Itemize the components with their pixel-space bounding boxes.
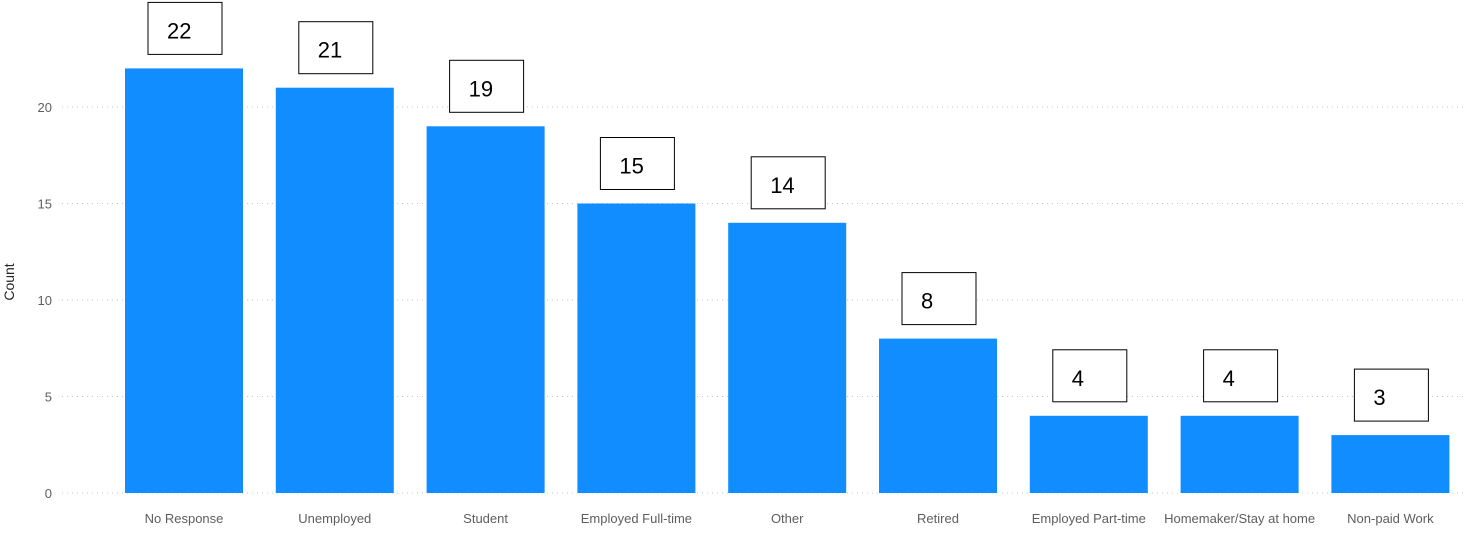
bar[interactable]: [577, 203, 696, 494]
bar[interactable]: [879, 338, 997, 493]
x-tick-label: Employed Part-time: [1032, 511, 1146, 526]
data-label: 19: [469, 76, 493, 101]
bar[interactable]: [1331, 435, 1450, 493]
x-tick-label: Employed Full-time: [581, 511, 692, 526]
y-axis-label: Count: [1, 263, 17, 300]
bar[interactable]: [728, 222, 847, 494]
data-label-box: 14: [750, 156, 826, 210]
data-labels: 22 21 19 15 14 8 4 4 3: [147, 1, 1429, 422]
data-label-frame: [1353, 368, 1429, 422]
data-label-box: 3: [1353, 368, 1429, 422]
x-axis-ticks: No Response Unemployed Student Employed Ful…: [145, 511, 1435, 526]
bar[interactable]: [1029, 415, 1148, 493]
data-label: 15: [619, 154, 643, 179]
data-label-box: 21: [298, 21, 374, 75]
y-tick-label: 15: [38, 197, 52, 212]
data-label: 8: [921, 289, 933, 314]
x-tick-label: Non-paid Work: [1347, 511, 1434, 526]
x-tick-label: Student: [463, 511, 508, 526]
x-tick-label: Other: [771, 511, 804, 526]
data-label-box: 22: [147, 1, 223, 55]
data-label-frame: [449, 59, 525, 113]
bar[interactable]: [125, 68, 243, 494]
data-label-frame: [1203, 349, 1279, 403]
data-label-box: 4: [1052, 349, 1128, 403]
data-label-box: 8: [901, 272, 977, 326]
data-label: 21: [318, 38, 342, 63]
data-label: 4: [1223, 366, 1235, 391]
x-tick-label: No Response: [145, 511, 224, 526]
y-tick-label: 20: [38, 100, 52, 115]
data-label-frame: [750, 156, 826, 210]
data-label-box: 4: [1203, 349, 1279, 403]
data-label: 14: [770, 173, 794, 198]
y-tick-label: 0: [45, 486, 52, 501]
bar[interactable]: [275, 87, 394, 493]
y-axis-ticks: 0 5 10 15 20: [38, 100, 52, 501]
data-label-frame: [901, 272, 977, 326]
data-label-frame: [147, 1, 223, 55]
x-tick-label: Unemployed: [298, 511, 371, 526]
data-label-frame: [298, 21, 374, 75]
data-label-box: 15: [599, 137, 675, 190]
bar[interactable]: [1180, 415, 1299, 493]
data-label: 3: [1373, 385, 1385, 410]
bars: [125, 68, 1450, 494]
x-tick-label: Homemaker/Stay at home: [1164, 511, 1315, 526]
data-label-frame: [1052, 349, 1128, 403]
data-label: 22: [167, 18, 191, 43]
x-tick-label: Retired: [917, 511, 959, 526]
y-tick-label: 5: [45, 390, 52, 405]
data-label-box: 19: [449, 59, 525, 113]
data-label: 4: [1072, 366, 1084, 391]
bar[interactable]: [426, 126, 545, 494]
y-tick-label: 10: [38, 293, 52, 308]
data-label-frame: [599, 137, 675, 190]
